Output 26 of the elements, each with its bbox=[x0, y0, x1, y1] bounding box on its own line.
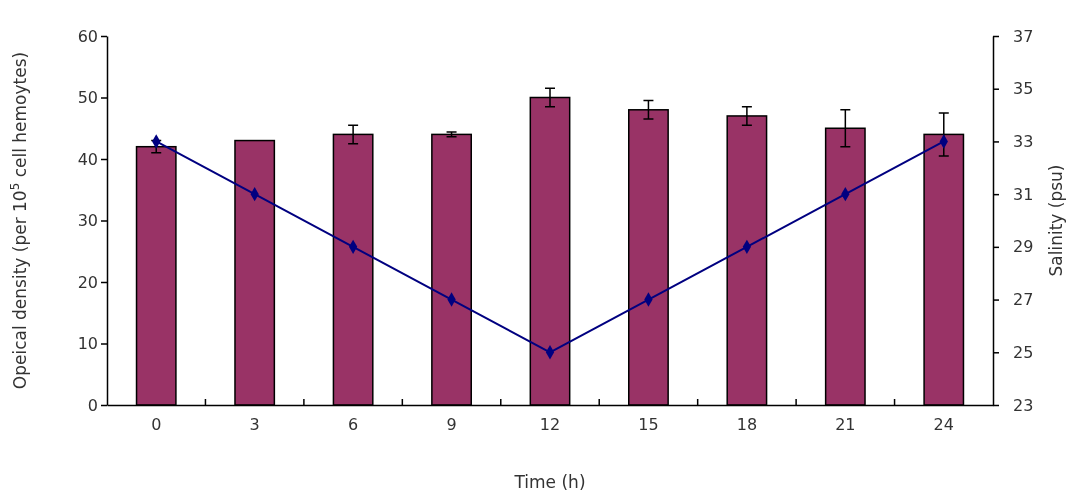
y2-tick-label: 31 bbox=[1013, 184, 1034, 204]
y-tick-label: 40 bbox=[77, 149, 98, 169]
y-tick-label: 10 bbox=[77, 334, 98, 354]
y-tick-label: 60 bbox=[77, 26, 98, 46]
y2-tick-label: 29 bbox=[1013, 237, 1034, 257]
x-tick-label: 24 bbox=[933, 415, 954, 435]
x-tick-label: 18 bbox=[736, 415, 758, 435]
x-tick-label: 12 bbox=[539, 415, 561, 435]
x-tick-label: 21 bbox=[835, 415, 856, 435]
x-tick-label: 15 bbox=[638, 415, 659, 435]
y2-tick-label: 27 bbox=[1013, 290, 1034, 310]
x-axis-title: Time (h) bbox=[513, 472, 586, 492]
y2-tick-label: 25 bbox=[1013, 342, 1034, 362]
y2-axis-title: Salinity (psu) bbox=[1046, 164, 1066, 277]
x-tick-label: 6 bbox=[348, 415, 359, 435]
x-tick-label: 9 bbox=[446, 415, 457, 435]
y2-tick-label: 33 bbox=[1013, 132, 1034, 152]
y2-tick-label: 37 bbox=[1013, 26, 1034, 46]
x-tick-label: 3 bbox=[249, 415, 260, 435]
y-tick-label: 0 bbox=[87, 395, 98, 415]
y-tick-label: 20 bbox=[77, 272, 98, 292]
y-tick-label: 50 bbox=[77, 88, 98, 108]
y-tick-label: 30 bbox=[77, 211, 98, 231]
y2-tick-label: 23 bbox=[1013, 395, 1034, 415]
y2-tick-label: 35 bbox=[1013, 79, 1034, 99]
x-tick-label: 0 bbox=[151, 415, 162, 435]
